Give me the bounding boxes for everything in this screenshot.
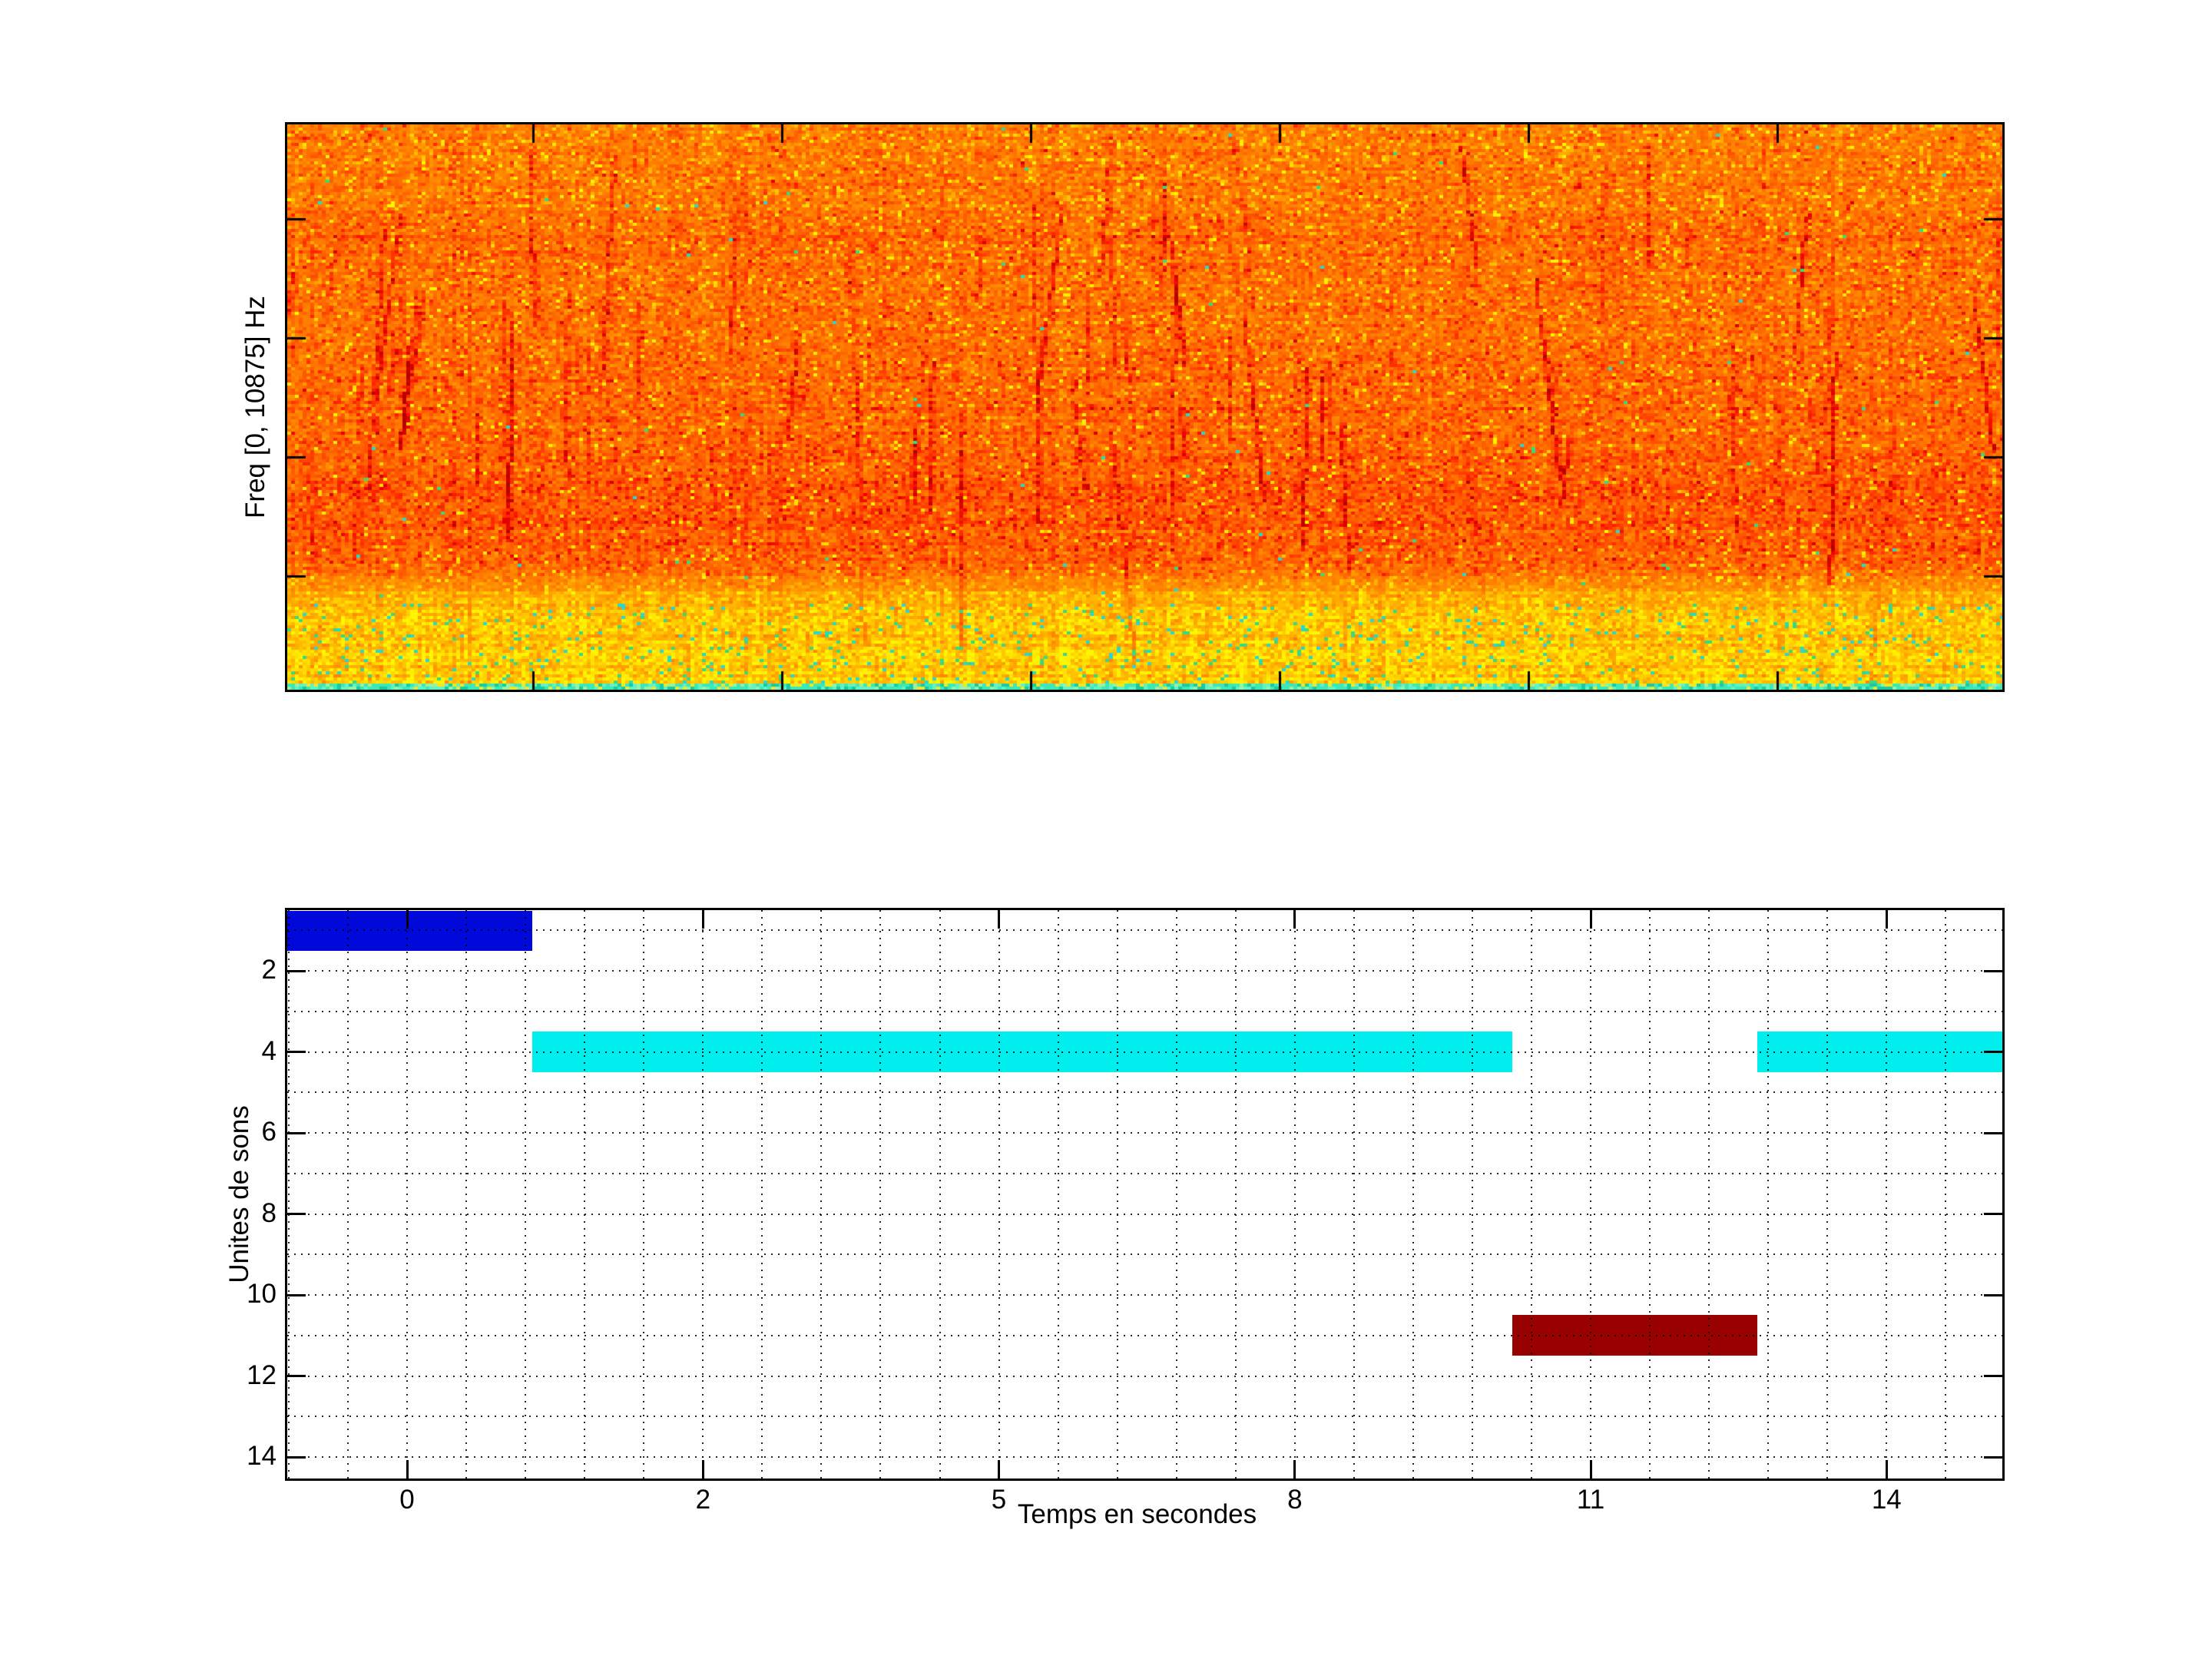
grid-line-vertical (939, 910, 941, 1479)
x-tick-label: 11 (1576, 1485, 1605, 1515)
grid-line-vertical (1471, 910, 1473, 1479)
x-tick-label: 5 (991, 1485, 1007, 1515)
grid-line-horizontal (287, 1172, 2002, 1174)
grid-line-vertical (1767, 910, 1770, 1479)
grid-line-horizontal (287, 1375, 2002, 1377)
x-tick-mark (1293, 1460, 1296, 1479)
grid-line-vertical (1826, 910, 1829, 1479)
x-tick-mark (406, 1460, 409, 1479)
grid-line-vertical (1353, 910, 1355, 1479)
y-tick-mark (287, 1455, 306, 1459)
spectrogram-y-axis-label: Freq [0, 10875] Hz (240, 296, 270, 518)
y-tick-mark (287, 1293, 306, 1296)
grid-line-vertical (1293, 910, 1296, 1479)
segments-x-axis-label: Temps en secondes (1017, 1499, 1257, 1529)
y-tick-mark (287, 1375, 306, 1377)
grid-line-horizontal (287, 1416, 2002, 1418)
grid-line-vertical (1531, 910, 1532, 1479)
y-tick-mark (1984, 1375, 2002, 1377)
x-tick-label: 14 (1871, 1485, 1902, 1515)
x-tick-mark (1589, 910, 1592, 929)
x-tick-label: 2 (695, 1485, 711, 1515)
grid-line-vertical (879, 910, 882, 1479)
grid-line-vertical (1886, 910, 1888, 1479)
y-tick-label: 4 (261, 1035, 276, 1066)
y-tick-mark (1984, 1213, 2002, 1215)
grid-line-vertical (1412, 910, 1414, 1479)
grid-line-horizontal (287, 1132, 2002, 1134)
grid-line-vertical (1945, 910, 1947, 1479)
y-tick-mark (1984, 1293, 2002, 1296)
spectrogram-canvas (287, 124, 2002, 690)
grid-line-vertical (465, 910, 468, 1479)
grid-line-horizontal (287, 1334, 2002, 1336)
grid-line-vertical (1175, 910, 1177, 1479)
grid-line-horizontal (287, 1456, 2002, 1458)
grid-line-vertical (287, 910, 290, 1479)
grid-line-vertical (643, 910, 645, 1479)
x-tick-mark (998, 1460, 1000, 1479)
grid-line-vertical (1649, 910, 1651, 1479)
y-tick-mark (287, 1213, 306, 1215)
grid-line-horizontal (287, 1213, 2002, 1215)
y-tick-mark (287, 1131, 306, 1134)
y-tick-mark (1984, 1051, 2002, 1053)
x-tick-mark (701, 910, 704, 929)
grid-line-vertical (525, 910, 527, 1479)
grid-line-vertical (998, 910, 1000, 1479)
y-tick-label: 14 (247, 1441, 276, 1471)
y-tick-mark (287, 1051, 306, 1053)
grid-line-horizontal (287, 929, 2002, 932)
y-tick-mark (287, 969, 306, 972)
y-tick-label: 6 (261, 1117, 276, 1147)
x-tick-label: 0 (399, 1485, 415, 1515)
grid-line-vertical (406, 910, 408, 1479)
grid-line-vertical (1708, 910, 1710, 1479)
x-tick-label: 8 (1287, 1485, 1303, 1515)
grid-line-vertical (1234, 910, 1237, 1479)
y-tick-mark (1984, 969, 2002, 972)
grid-line-vertical (584, 910, 586, 1479)
grid-line-horizontal (287, 970, 2002, 972)
x-tick-mark (1293, 910, 1296, 929)
y-tick-label: 2 (261, 955, 276, 985)
grid-line-horizontal (287, 1091, 2002, 1094)
grid-line-vertical (820, 910, 823, 1479)
grid-line-vertical (702, 910, 704, 1479)
grid-line-vertical (1057, 910, 1059, 1479)
x-tick-mark (1885, 910, 1888, 929)
x-tick-mark (1885, 1460, 1888, 1479)
grid-line-horizontal (287, 1294, 2002, 1296)
y-tick-label: 8 (261, 1197, 276, 1228)
x-tick-mark (701, 1460, 704, 1479)
x-tick-mark (406, 910, 409, 929)
y-tick-mark (1984, 1131, 2002, 1134)
grid-line-vertical (761, 910, 763, 1479)
grid-line-vertical (346, 910, 349, 1479)
y-tick-mark (1984, 1455, 2002, 1459)
x-tick-mark (998, 910, 1000, 929)
grid-line-vertical (1116, 910, 1118, 1479)
segments-plot (285, 908, 2005, 1481)
grid-line-vertical (1590, 910, 1591, 1479)
grid-line-horizontal (287, 1010, 2002, 1012)
y-tick-label: 10 (247, 1279, 276, 1309)
grid-line-horizontal (287, 1253, 2002, 1256)
grid-line-horizontal (287, 1051, 2002, 1053)
y-tick-label: 12 (247, 1359, 276, 1390)
spectrogram-plot-border (285, 122, 2005, 692)
x-tick-mark (1589, 1460, 1592, 1479)
